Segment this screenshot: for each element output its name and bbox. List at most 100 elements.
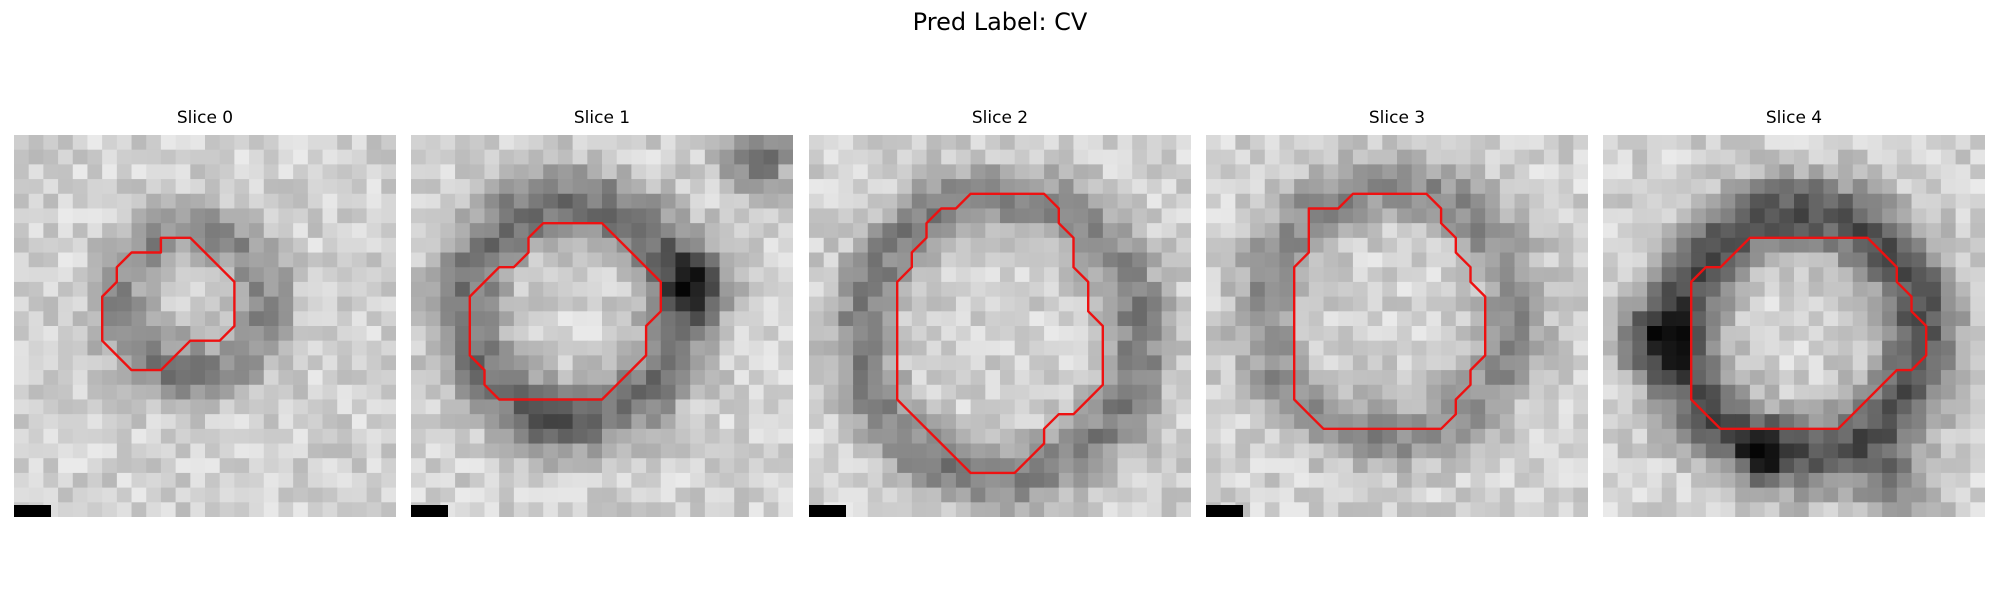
image-pixel: [43, 429, 58, 444]
image-pixel: [1250, 208, 1265, 223]
image-pixel: [912, 473, 927, 488]
image-pixel: [838, 385, 853, 400]
image-pixel: [1618, 135, 1633, 150]
image-pixel: [58, 150, 73, 165]
image-pixel: [1882, 194, 1897, 209]
image-pixel: [1691, 135, 1706, 150]
image-pixel: [764, 150, 779, 165]
image-pixel: [956, 502, 971, 517]
image-pixel: [161, 341, 176, 356]
image-pixel: [1662, 429, 1677, 444]
image-pixel: [1912, 488, 1927, 503]
image-pixel: [1118, 414, 1133, 429]
image-pixel: [1132, 341, 1147, 356]
image-pixel: [1353, 297, 1368, 312]
image-pixel: [293, 458, 308, 473]
image-pixel: [824, 458, 839, 473]
image-pixel: [470, 179, 485, 194]
image-pixel: [985, 253, 1000, 268]
image-pixel: [1470, 223, 1485, 238]
image-pixel: [734, 444, 749, 459]
image-pixel: [1676, 473, 1691, 488]
image-pixel: [882, 370, 897, 385]
image-pixel: [381, 444, 396, 459]
image-pixel: [558, 208, 573, 223]
image-pixel: [190, 326, 205, 341]
image-pixel: [1603, 444, 1618, 459]
image-pixel: [734, 414, 749, 429]
image-pixel: [499, 179, 514, 194]
image-pixel: [1176, 370, 1191, 385]
image-pixel: [1015, 179, 1030, 194]
image-pixel: [543, 297, 558, 312]
image-pixel: [220, 341, 235, 356]
image-pixel: [573, 282, 588, 297]
image-pixel: [1235, 238, 1250, 253]
image-pixel: [824, 267, 839, 282]
image-pixel: [912, 370, 927, 385]
image-pixel: [720, 267, 735, 282]
image-pixel: [853, 355, 868, 370]
image-pixel: [1956, 282, 1971, 297]
image-pixel: [411, 444, 426, 459]
image-pixel: [1721, 444, 1736, 459]
image-pixel: [205, 488, 220, 503]
image-pixel: [411, 150, 426, 165]
image-pixel: [1015, 282, 1030, 297]
image-pixel: [897, 444, 912, 459]
image-pixel: [58, 253, 73, 268]
image-pixel: [1279, 385, 1294, 400]
image-pixel: [352, 488, 367, 503]
image-pixel: [1882, 385, 1897, 400]
image-pixel: [514, 385, 529, 400]
image-pixel: [426, 341, 441, 356]
image-pixel: [1867, 223, 1882, 238]
image-pixel: [308, 179, 323, 194]
image-pixel: [1221, 223, 1236, 238]
image-pixel: [1456, 297, 1471, 312]
image-pixel: [705, 223, 720, 238]
image-pixel: [1941, 150, 1956, 165]
image-pixel: [1941, 502, 1956, 517]
image-pixel: [1294, 341, 1309, 356]
image-pixel: [470, 164, 485, 179]
image-pixel: [367, 208, 382, 223]
image-pixel: [117, 282, 132, 297]
image-pixel: [381, 355, 396, 370]
image-pixel: [1794, 429, 1809, 444]
image-pixel: [1970, 355, 1985, 370]
image-pixel: [1794, 253, 1809, 268]
image-pixel: [1456, 150, 1471, 165]
image-pixel: [1470, 399, 1485, 414]
image-pixel: [1647, 458, 1662, 473]
image-pixel: [1235, 414, 1250, 429]
image-pixel: [838, 238, 853, 253]
image-pixel: [264, 311, 279, 326]
image-pixel: [1603, 194, 1618, 209]
image-pixel: [514, 341, 529, 356]
image-pixel: [1470, 458, 1485, 473]
image-pixel: [132, 370, 147, 385]
image-pixel: [381, 253, 396, 268]
image-pixel: [1529, 502, 1544, 517]
image-pixel: [1941, 238, 1956, 253]
image-pixel: [529, 135, 544, 150]
image-pixel: [602, 267, 617, 282]
image-pixel: [1485, 326, 1500, 341]
image-pixel: [1265, 429, 1280, 444]
image-pixel: [1397, 253, 1412, 268]
image-pixel: [690, 399, 705, 414]
image-pixel: [1838, 282, 1853, 297]
image-pixel: [838, 355, 853, 370]
image-pixel: [1309, 179, 1324, 194]
scale-bar: [809, 505, 846, 517]
image-pixel: [249, 385, 264, 400]
image-pixel: [73, 150, 88, 165]
image-pixel: [1912, 179, 1927, 194]
image-pixel: [1691, 326, 1706, 341]
image-pixel: [705, 238, 720, 253]
image-pixel: [470, 208, 485, 223]
image-pixel: [529, 385, 544, 400]
image-pixel: [587, 238, 602, 253]
image-pixel: [897, 164, 912, 179]
